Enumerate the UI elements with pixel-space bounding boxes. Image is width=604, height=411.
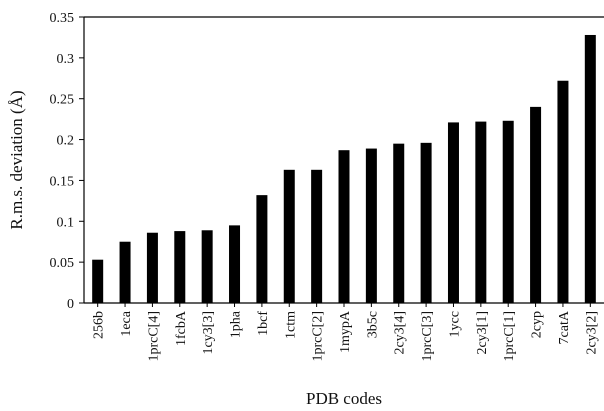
bar xyxy=(174,231,186,303)
bar xyxy=(283,169,295,303)
bar xyxy=(557,80,569,303)
x-tick-label: 1prcC[3] xyxy=(420,311,435,362)
bar xyxy=(92,259,104,303)
bar xyxy=(201,230,213,303)
x-tick-label: 1prcC[2] xyxy=(311,311,326,362)
bar xyxy=(393,143,405,303)
x-tick-label: 1pha xyxy=(229,310,244,338)
x-tick-label: 3b5c xyxy=(365,311,380,338)
bar xyxy=(311,169,323,303)
x-tick-label: 7catA xyxy=(557,310,572,344)
bar xyxy=(502,120,514,303)
y-tick-label: 0.1 xyxy=(57,215,75,230)
x-tick-label: 1ycc xyxy=(447,311,462,337)
bar xyxy=(256,195,268,303)
bar xyxy=(365,148,377,303)
y-tick-label: 0.15 xyxy=(50,174,75,189)
x-tick-label: 1prcC[1] xyxy=(502,311,517,362)
x-tick-label: 1eca xyxy=(119,310,134,336)
y-tick-label: 0.05 xyxy=(50,256,75,271)
bar xyxy=(584,34,596,303)
x-axis-title: PDB codes xyxy=(306,389,382,408)
x-tick-label: 1bcf xyxy=(256,311,271,336)
bars xyxy=(92,34,596,303)
bar xyxy=(146,232,158,303)
bar xyxy=(229,225,241,303)
x-tick-label: 2cy3[2] xyxy=(584,311,599,355)
x-axis: 256b 1eca 1prcC[4] 1fcbA 1cy3[3] 1pha 1bcf 1ctm… xyxy=(84,302,604,362)
x-tick-label: 1cy3[3] xyxy=(201,311,216,355)
x-tick-label: 1mypA xyxy=(338,310,353,353)
y-axis: 0 0.05 0.1 0.15 0.2 0.25 0.3 0.35 xyxy=(50,11,85,312)
bar xyxy=(475,121,487,303)
x-tick-label: 2cyp xyxy=(530,311,545,338)
bar xyxy=(338,150,350,303)
x-tick-label: 2cy3[1] xyxy=(475,311,490,355)
y-tick-label: 0.2 xyxy=(57,134,75,149)
y-axis-title: R.m.s. deviation (Å) xyxy=(7,90,26,229)
y-tick-label: 0.35 xyxy=(50,11,75,26)
bar xyxy=(119,241,131,303)
y-tick-label: 0 xyxy=(67,297,74,312)
bar xyxy=(447,122,459,303)
bar xyxy=(420,142,432,303)
y-tick-label: 0.3 xyxy=(57,52,75,67)
x-tick-label: 1ctm xyxy=(283,311,298,339)
bar xyxy=(530,106,542,303)
x-tick-label: 1fcbA xyxy=(174,310,189,346)
x-tick-label: 256b xyxy=(92,311,107,339)
x-tick-label: 2cy3[4] xyxy=(393,311,408,355)
x-tick-label: 1prcC[4] xyxy=(146,311,161,362)
y-tick-label: 0.25 xyxy=(50,93,75,108)
